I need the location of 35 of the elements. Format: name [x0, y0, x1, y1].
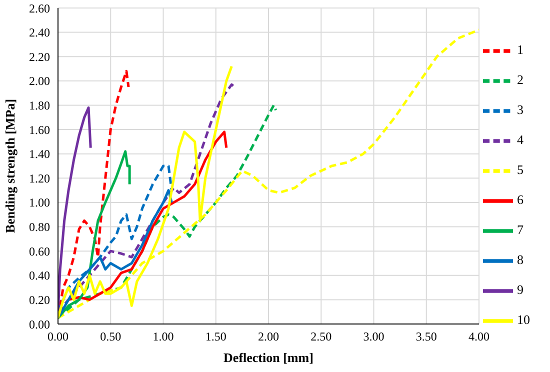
y-tick-label: 2.60 — [29, 1, 50, 16]
y-tick-label: 1.60 — [29, 122, 50, 137]
x-tick-label: 3.00 — [363, 330, 384, 344]
y-tick-label: 0.80 — [29, 220, 50, 234]
legend-label: 7 — [517, 222, 524, 237]
y-tick-label: 1.00 — [29, 196, 50, 210]
legend-label: 4 — [517, 132, 524, 147]
legend-label: 5 — [517, 162, 524, 177]
x-tick-label: 3.50 — [416, 330, 437, 344]
legend-label: 6 — [517, 192, 524, 207]
x-axis-title: Deflection [mm] — [224, 350, 314, 365]
x-tick-label: 1.50 — [205, 330, 226, 344]
x-tick-label: 2.50 — [310, 330, 332, 344]
legend-label: 9 — [517, 282, 524, 297]
x-tick-label: 0.50 — [100, 330, 122, 344]
y-tick-label: 0.20 — [29, 292, 50, 307]
x-tick-label: 0.00 — [48, 330, 68, 344]
legend-label: 1 — [517, 42, 524, 57]
legend-label: 8 — [517, 252, 524, 267]
y-tick-label: 0.00 — [29, 317, 50, 332]
y-tick-label: 1.20 — [29, 171, 50, 186]
y-tick-label: 0.60 — [29, 244, 50, 258]
y-tick-label: 2.20 — [29, 50, 50, 64]
legend-label: 2 — [517, 72, 524, 87]
y-tick-label: 1.80 — [29, 98, 50, 112]
y-tick-label: 1.40 — [29, 147, 50, 162]
x-tick-label: 1.00 — [152, 330, 174, 344]
y-tick-label: 2.40 — [29, 26, 50, 40]
y-axis-title: Bending strength [MPa] — [2, 98, 18, 234]
y-tick-label: 2.00 — [29, 74, 50, 88]
legend-label: 3 — [517, 102, 524, 117]
x-tick-label: 4.00 — [468, 330, 490, 344]
x-tick-label: 2.00 — [258, 330, 279, 344]
y-tick-label: 0.40 — [29, 268, 50, 283]
legend-label: 10 — [517, 312, 530, 327]
